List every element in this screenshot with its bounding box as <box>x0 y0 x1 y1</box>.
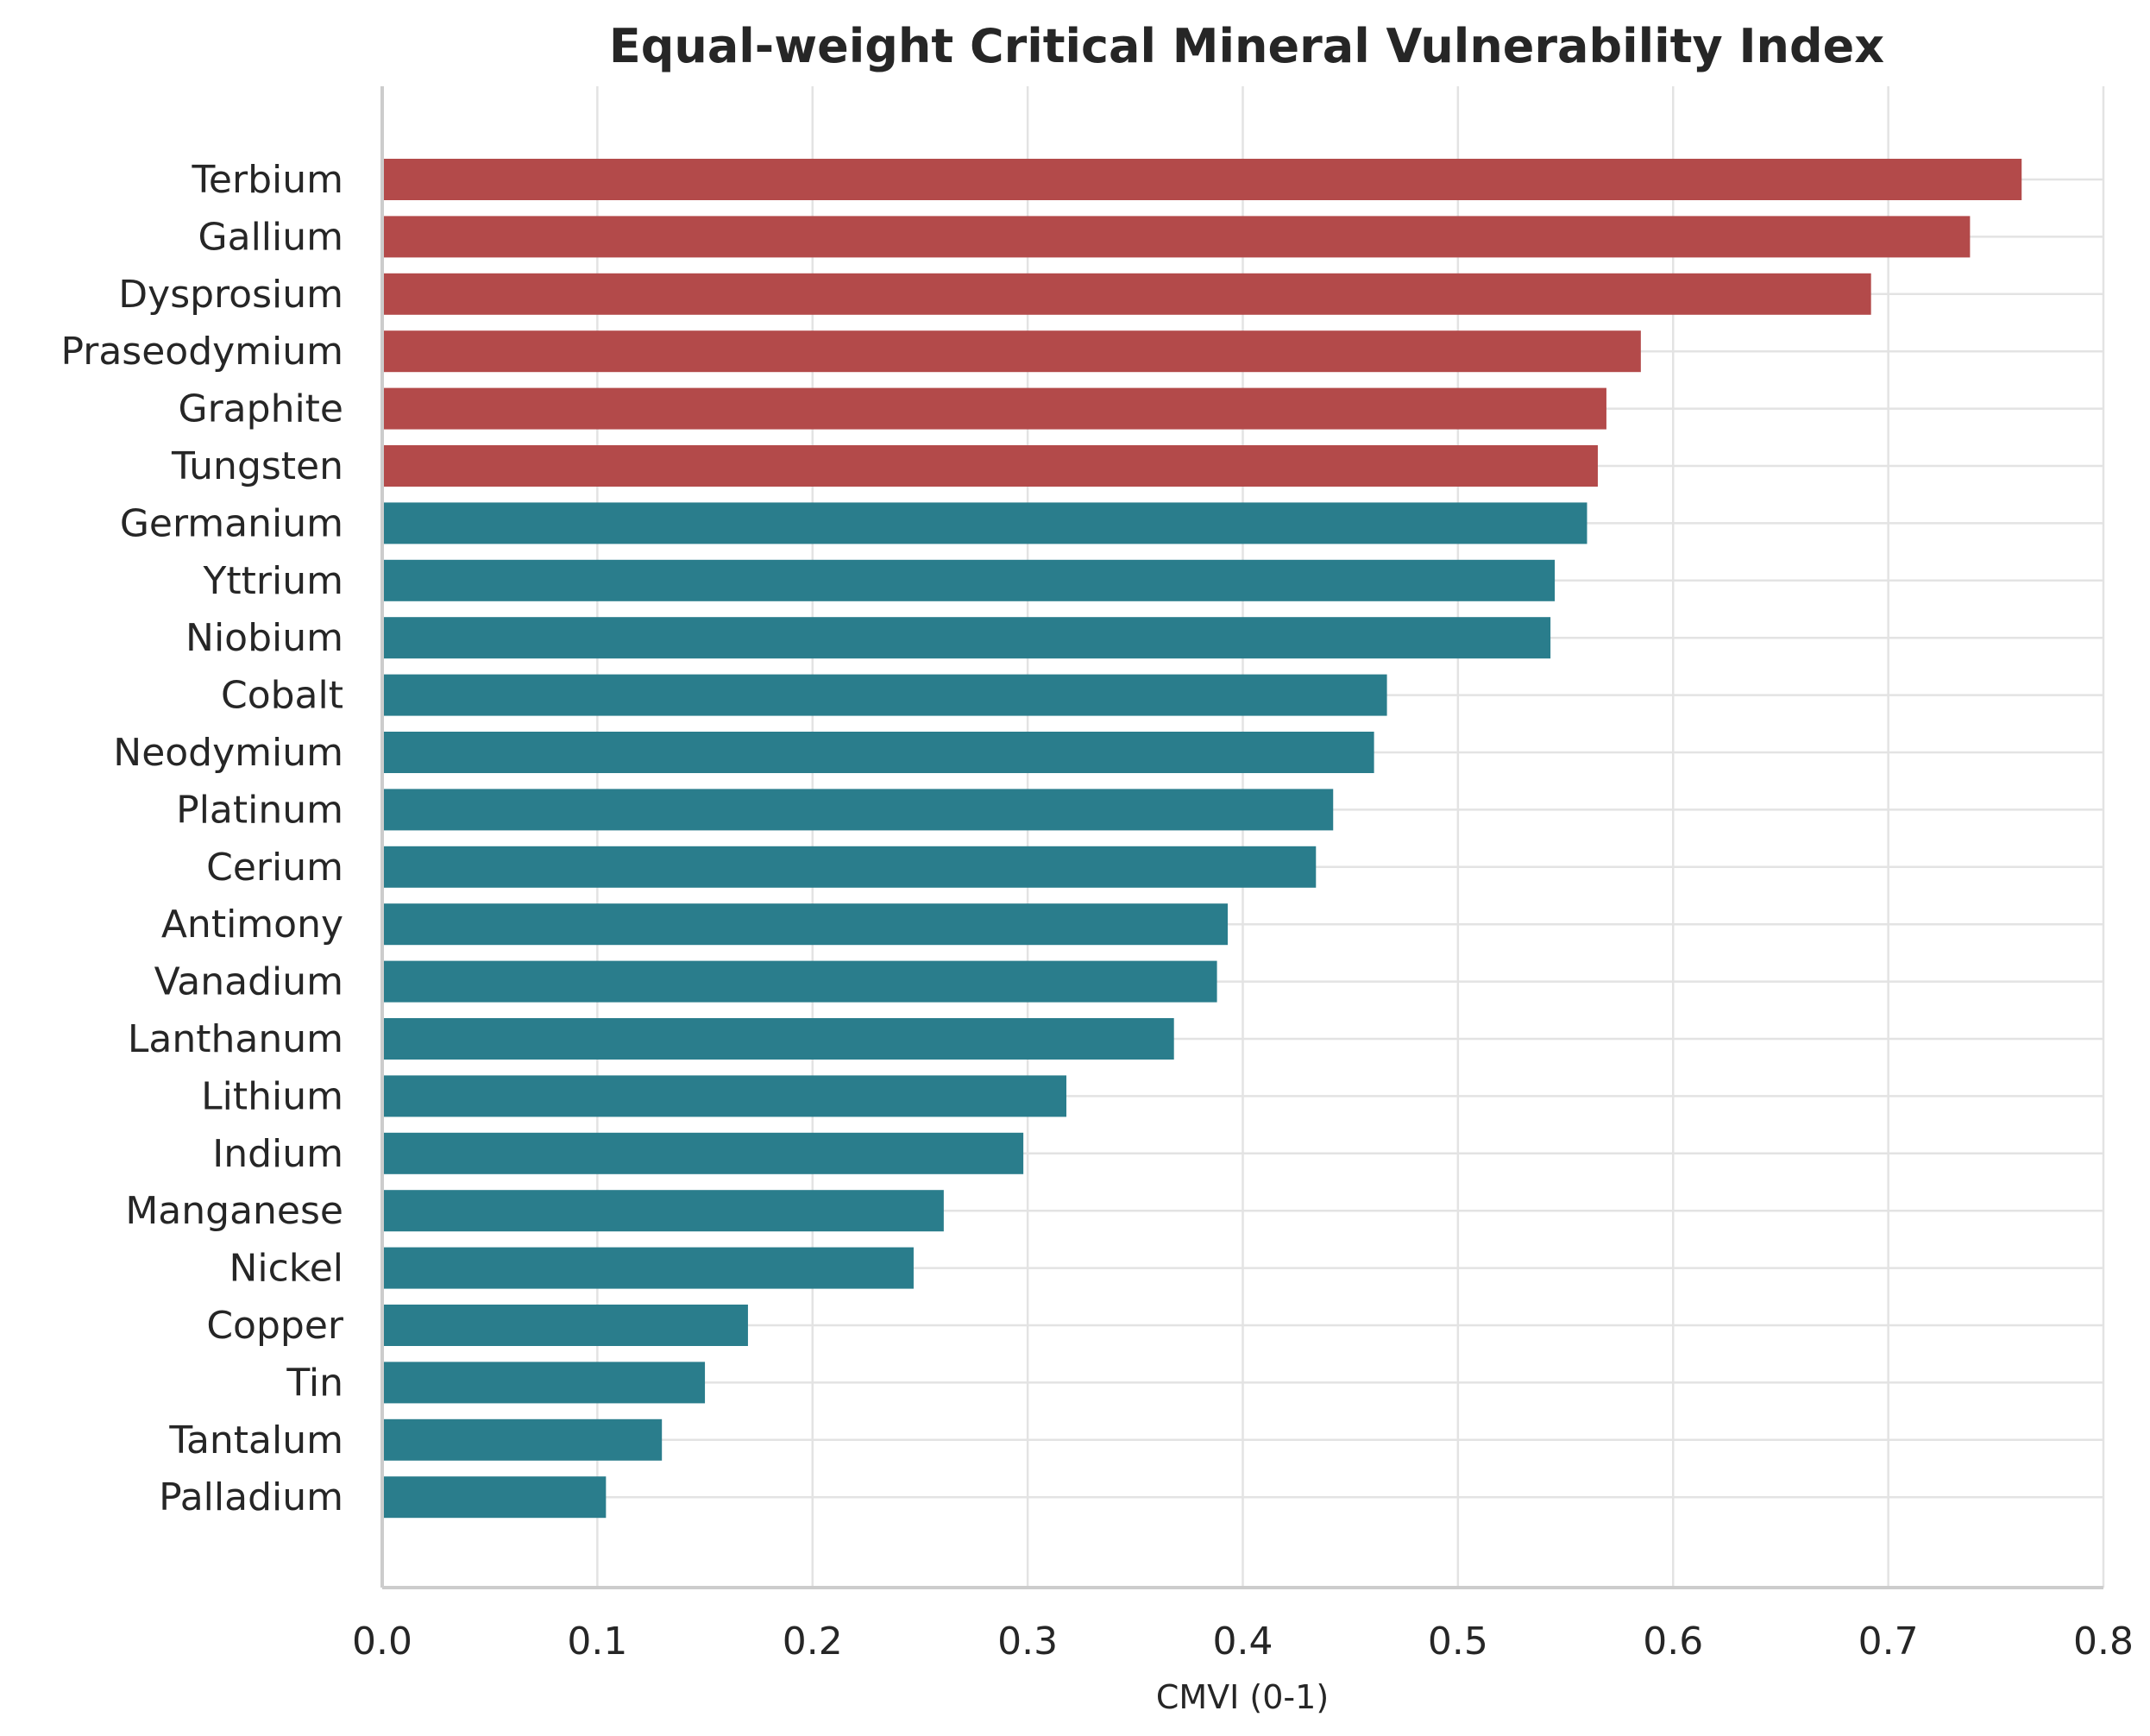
bar-antimony <box>382 903 1229 946</box>
category-label: Manganese <box>125 1189 343 1233</box>
bar-palladium <box>382 1476 607 1519</box>
x-tick-label: 0.8 <box>2073 1620 2134 1664</box>
bar-tantalum <box>382 1418 663 1461</box>
category-label: Neodymium <box>113 731 343 775</box>
x-tick-label: 0.3 <box>997 1620 1058 1664</box>
x-tick-label: 0.7 <box>1858 1620 1919 1664</box>
category-label: Lanthanum <box>128 1017 343 1061</box>
category-label: Cobalt <box>221 674 343 718</box>
category-label: Platinum <box>176 788 343 832</box>
bar-gallium <box>382 216 1971 258</box>
category-label: Lithium <box>201 1074 343 1118</box>
bar-neodymium <box>382 732 1374 773</box>
category-label: Graphite <box>178 387 343 431</box>
category-label: Tin <box>286 1361 343 1405</box>
category-label: Germanium <box>120 501 343 545</box>
bar-yttrium <box>382 559 1556 601</box>
category-label: Yttrium <box>203 559 343 603</box>
bar-nickel <box>382 1247 914 1289</box>
bar-cobalt <box>382 674 1387 716</box>
bar-lithium <box>382 1075 1067 1117</box>
x-axis-title: CMVI (0-1) <box>1156 1678 1329 1716</box>
bar-graphite <box>382 387 1606 430</box>
category-label: Antimony <box>161 903 343 947</box>
x-tick-label: 0.0 <box>352 1620 412 1664</box>
bars-layer <box>382 159 2022 1519</box>
category-label: Vanadium <box>154 960 343 1004</box>
bar-dysprosium <box>382 273 1871 315</box>
category-label: Dysprosium <box>118 273 343 317</box>
x-tick-label: 0.4 <box>1213 1620 1273 1664</box>
bar-manganese <box>382 1190 944 1232</box>
category-label: Nickel <box>229 1247 343 1291</box>
bar-cerium <box>382 846 1317 888</box>
category-label: Gallium <box>198 215 343 259</box>
x-tick-label: 0.1 <box>567 1620 627 1664</box>
chart-title: Equal-weight Critical Mineral Vulnerabil… <box>609 19 1884 73</box>
x-tick-label: 0.6 <box>1643 1620 1703 1664</box>
x-tick-labels: 0.0 0.1 0.2 0.3 0.4 0.5 0.6 0.7 0.8 <box>352 1620 2134 1664</box>
bar-tin <box>382 1362 706 1404</box>
bar-vanadium <box>382 960 1217 1003</box>
bar-germanium <box>382 502 1587 544</box>
bar-terbium <box>382 159 2022 200</box>
category-label: Praseodymium <box>60 330 343 374</box>
bar-tungsten <box>382 445 1598 487</box>
bar-copper <box>382 1305 748 1346</box>
x-tick-label: 0.2 <box>783 1620 843 1664</box>
category-label: Niobium <box>185 616 343 660</box>
category-label: Cerium <box>206 846 343 890</box>
category-labels: Terbium Gallium Dysprosium Praseodymium Grap… <box>60 158 343 1519</box>
category-label: Indium <box>212 1132 343 1176</box>
axis-spines <box>380 86 2103 1589</box>
bar-praseodymium <box>382 330 1641 373</box>
category-label: Tungsten <box>171 444 343 488</box>
category-label: Tantalum <box>168 1418 343 1462</box>
bar-lanthanum <box>382 1018 1174 1060</box>
bar-indium <box>382 1132 1024 1174</box>
category-label: Palladium <box>159 1475 343 1519</box>
category-label: Terbium <box>192 158 343 202</box>
category-label: Copper <box>206 1304 344 1348</box>
bar-platinum <box>382 789 1334 831</box>
bar-niobium <box>382 617 1551 659</box>
x-tick-label: 0.5 <box>1428 1620 1488 1664</box>
